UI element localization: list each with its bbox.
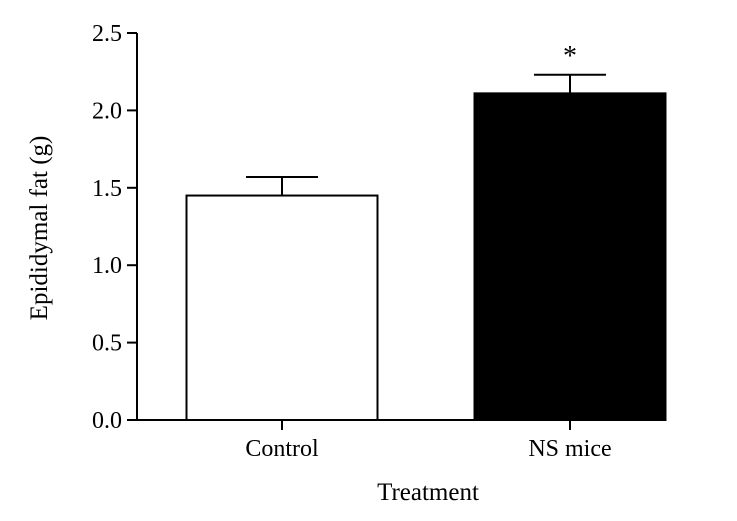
significance-marker: * [563,41,577,72]
bar-ns-mice [473,92,667,421]
x-tick-label: NS mice [528,436,611,462]
error-bars [246,73,606,196]
bars [185,92,667,421]
y-axis: 0.0 0.5 1.0 1.5 2.0 2.5 [92,21,138,434]
x-tick-label: Control [245,436,319,462]
y-tick-label: 2.0 [92,98,122,124]
bar-control [185,194,379,421]
y-tick-label: 1.5 [92,176,122,202]
annotations: * [563,41,577,72]
x-axis-title: Treatment [377,479,479,506]
y-tick-label: 2.5 [92,21,122,47]
y-tick-label: 0.5 [92,331,122,357]
y-axis-title: Epididymal fat (g) [26,136,53,321]
y-tick-label: 0.0 [92,408,122,434]
x-axis: Control NS mice [137,419,666,462]
y-tick-label: 1.0 [92,253,122,279]
